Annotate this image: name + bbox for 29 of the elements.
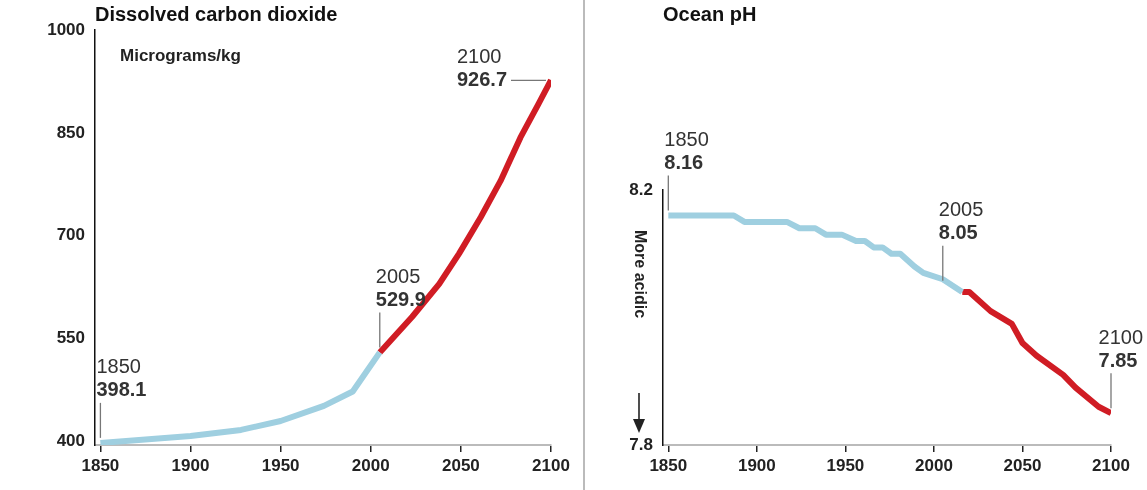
annotation: 2100 7.85 [1098, 325, 1144, 371]
y-tick-label: 8.2 [629, 179, 653, 199]
x-tick-label: 2050 [441, 455, 480, 475]
y-axis-title: Micrograms/kg [120, 45, 241, 65]
chart-title: Ocean pH [663, 2, 757, 25]
annotation: 1850 398.1 [96, 355, 147, 401]
y-tick-label: 700 [56, 225, 85, 245]
annotation: 2100 926.7 [456, 44, 508, 90]
y-tick-label: 850 [56, 122, 85, 142]
annotation: 2005 8.05 [938, 198, 984, 244]
x-tick-label: 2000 [915, 455, 953, 475]
text: More acidic [631, 230, 649, 319]
x-tick-label: 1900 [737, 455, 776, 475]
annotation: 1850 8.16 [664, 128, 709, 174]
y-tick-label: 1000 [47, 19, 85, 39]
x-tick-label: 1900 [171, 455, 210, 475]
x-tick-label: 1850 [81, 455, 120, 475]
x-tick-label: 1950 [261, 455, 300, 475]
chart-title: Dissolved carbon dioxide [95, 2, 338, 25]
x-tick-label: 2100 [1092, 455, 1130, 475]
annotation: 2005 529.9 [375, 264, 426, 310]
x-tick-label: 2050 [1003, 455, 1042, 475]
x-tick-label: 1950 [826, 455, 865, 475]
x-tick-label: 2100 [532, 455, 570, 475]
y-tick-label: 550 [56, 328, 85, 348]
y-tick-label: 7.8 [629, 434, 653, 454]
y-tick-label: 400 [56, 431, 85, 451]
x-tick-label: 2000 [351, 455, 390, 475]
x-tick-label: 1850 [649, 455, 688, 475]
